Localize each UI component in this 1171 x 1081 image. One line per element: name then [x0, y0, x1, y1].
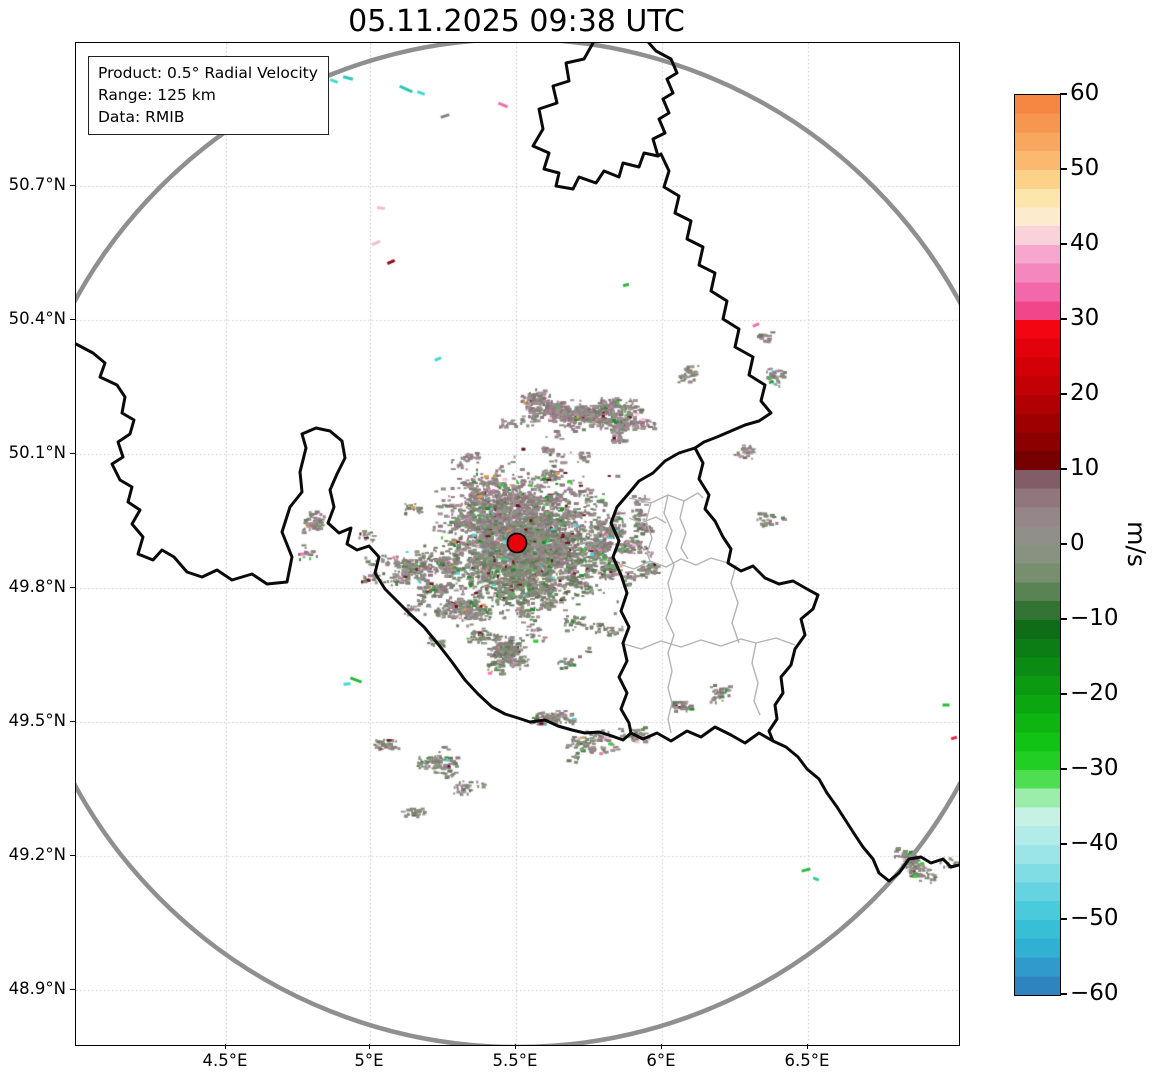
x-axis-tick-label: 4.5°E — [202, 1051, 248, 1070]
colorbar-tick-label: −10 — [1070, 605, 1119, 631]
colorbar-tick-label: −60 — [1070, 980, 1119, 1006]
x-axis-tick — [514, 1044, 516, 1049]
y-axis-tick — [70, 854, 75, 856]
y-axis-tick-label: 49.2°N — [8, 845, 66, 864]
colorbar-tick-label: 10 — [1070, 455, 1100, 481]
colorbar-tick — [1060, 693, 1067, 695]
y-axis-tick — [70, 452, 75, 454]
colorbar-tick — [1060, 393, 1067, 395]
y-axis-tick-label: 49.5°N — [8, 711, 66, 730]
y-axis-tick — [70, 720, 75, 722]
y-axis-tick — [70, 988, 75, 990]
x-axis-tick-label: 6°E — [646, 1051, 676, 1070]
x-axis-tick — [368, 1044, 370, 1049]
x-axis-tick — [224, 1044, 226, 1049]
info-line-product: Product: 0.5° Radial Velocity — [98, 64, 318, 82]
radar-site-marker — [506, 532, 528, 554]
colorbar-tick-label: −20 — [1070, 680, 1119, 706]
colorbar-tick — [1060, 918, 1067, 920]
x-axis-tick — [660, 1044, 662, 1049]
y-axis-tick-label: 50.4°N — [8, 309, 66, 328]
colorbar-tick-label: 40 — [1070, 230, 1100, 256]
colorbar-tick — [1060, 843, 1067, 845]
y-axis-tick — [70, 586, 75, 588]
colorbar-tick-label: 20 — [1070, 380, 1100, 406]
info-line-range: Range: 125 km — [98, 86, 216, 104]
colorbar-tick-label: 0 — [1070, 530, 1085, 556]
info-box: Product: 0.5° Radial Velocity Range: 125… — [88, 56, 329, 135]
colorbar-tick-label: 60 — [1070, 80, 1100, 106]
colorbar-tick-label: −50 — [1070, 905, 1119, 931]
colorbar-unit-label: m/s — [1122, 521, 1151, 567]
colorbar-tick — [1060, 318, 1067, 320]
colorbar-tick — [1060, 168, 1067, 170]
chart-title: 05.11.2025 09:38 UTC — [348, 4, 685, 39]
y-axis-tick — [70, 318, 75, 320]
colorbar-tick-label: 50 — [1070, 155, 1100, 181]
country-borders — [76, 43, 959, 883]
x-axis-tick-label: 6.5°E — [784, 1051, 830, 1070]
colorbar-tick — [1060, 93, 1067, 95]
country-border — [531, 43, 679, 191]
y-axis-tick-label: 50.7°N — [8, 175, 66, 194]
region-borders — [615, 492, 796, 734]
x-axis-tick-label: 5.5°E — [492, 1051, 538, 1070]
colorbar-tick-label: 30 — [1070, 305, 1100, 331]
country-border — [656, 152, 959, 883]
colorbar-tick — [1060, 618, 1067, 620]
colorbar-tick-label: −40 — [1070, 830, 1119, 856]
x-axis-tick-label: 5°E — [354, 1051, 384, 1070]
map-overlay-svg — [76, 43, 959, 1045]
country-border — [609, 446, 697, 735]
colorbar-tick — [1060, 993, 1067, 995]
colorbar-tick — [1060, 243, 1067, 245]
colorbar-tick-label: −30 — [1070, 755, 1119, 781]
country-border — [629, 725, 775, 745]
plot-area: Product: 0.5° Radial Velocity Range: 125… — [75, 42, 960, 1046]
colorbar-tick — [1060, 768, 1067, 770]
colorbar-gradient — [1014, 94, 1061, 996]
country-border — [76, 342, 633, 742]
colorbar-tick — [1060, 543, 1067, 545]
y-axis-tick-label: 50.1°N — [8, 443, 66, 462]
y-axis-tick-label: 48.9°N — [8, 979, 66, 998]
colorbar-tick — [1060, 468, 1067, 470]
x-axis-tick — [806, 1044, 808, 1049]
y-axis-tick — [70, 184, 75, 186]
y-axis-tick-label: 49.8°N — [8, 577, 66, 596]
info-line-source: Data: RMIB — [98, 108, 185, 126]
